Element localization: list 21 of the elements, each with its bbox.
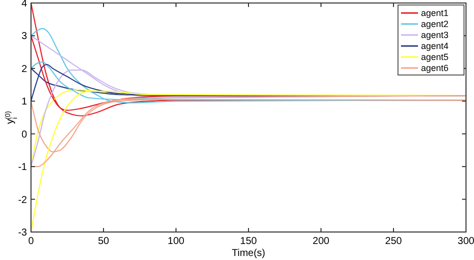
x-tick-label: 200 — [312, 236, 330, 247]
y-tick-label: -3 — [18, 228, 28, 238]
legend-label: agent6 — [421, 63, 449, 73]
x-tick-label: 50 — [98, 236, 110, 247]
x-tick-label: 0 — [28, 236, 34, 247]
y-tick-label: 2 — [21, 64, 28, 75]
y-tick-label: -1 — [18, 162, 28, 174]
y-tick-label: 0 — [21, 129, 28, 140]
y-tick-label: 3 — [21, 31, 28, 42]
legend-label: agent4 — [421, 41, 449, 51]
legend-label: agent1 — [421, 8, 449, 18]
legend-label: agent5 — [421, 52, 449, 62]
x-tick-label: 300 — [458, 236, 474, 247]
x-tick-label: 150 — [240, 236, 258, 247]
x-tick-label: 250 — [385, 236, 402, 247]
y-tick-label: 1 — [21, 96, 28, 108]
x-axis-title: Time(s) — [232, 248, 266, 259]
legend-label: agent2 — [421, 19, 449, 29]
legend-label: agent3 — [421, 30, 449, 40]
y-tick-label: -2 — [18, 194, 28, 206]
x-tick-label: 100 — [168, 236, 185, 247]
